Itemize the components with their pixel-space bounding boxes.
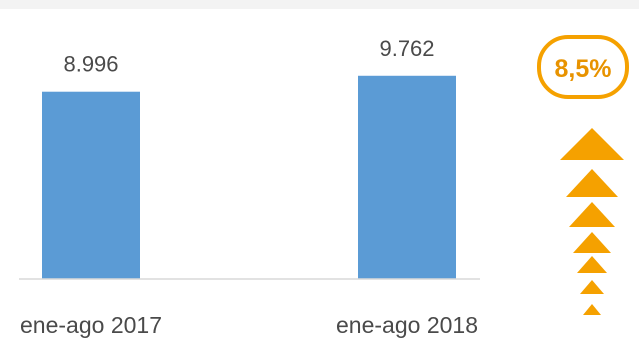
up-arrow-icon-1: [560, 128, 624, 160]
labels-layer: 8.996 ene-ago 2017 9.762 ene-ago 2018: [20, 36, 478, 338]
up-arrow-icon-2: [566, 169, 618, 197]
up-arrow-icon-6: [580, 280, 604, 294]
x-tick-label-1: ene-ago 2017: [20, 312, 162, 338]
up-arrow-icon-4: [573, 232, 611, 253]
up-arrow-icon-5: [577, 256, 607, 273]
bar-2: [358, 75, 456, 279]
stacked-up-arrows-icon: [560, 128, 624, 315]
data-label-1: 8.996: [63, 52, 118, 77]
x-tick-label-2: ene-ago 2018: [336, 312, 478, 338]
bars-layer: [42, 75, 456, 279]
bar-1: [42, 91, 140, 279]
growth-badge: [537, 35, 629, 99]
data-label-2: 9.762: [379, 36, 434, 61]
growth-indicator: 8,5%: [537, 35, 629, 315]
up-arrow-icon-3: [569, 202, 615, 227]
growth-badge-label: 8,5%: [555, 55, 612, 83]
up-arrow-icon-7: [583, 304, 601, 315]
